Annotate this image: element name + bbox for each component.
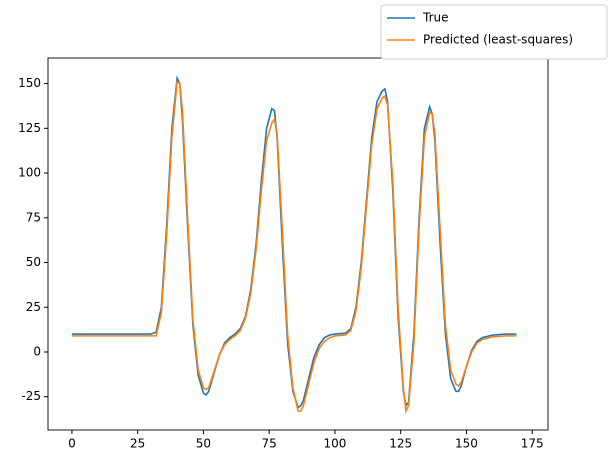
y-tick-label: -25: [21, 389, 41, 403]
y-tick-label: 100: [18, 166, 41, 180]
y-tick-label: 75: [26, 210, 41, 224]
x-tick-label: 175: [521, 437, 544, 451]
line-series: [71, 80, 517, 414]
x-tick-label: 50: [196, 437, 211, 451]
x-tick-label: 125: [389, 437, 412, 451]
legend-label: Predicted (least-squares): [423, 33, 573, 47]
y-tick-label: 25: [26, 300, 41, 314]
x-tick-label: 150: [455, 437, 478, 451]
legend-label: True: [422, 11, 449, 25]
axes-frame: [47, 57, 549, 431]
x-tick-label: 25: [130, 437, 145, 451]
legend-box: [380, 4, 608, 60]
y-tick-label: 150: [18, 76, 41, 90]
y-tick-label: 125: [18, 121, 41, 135]
y-tick-label: 0: [33, 344, 41, 358]
x-tick-label: 100: [324, 437, 347, 451]
y-tick-label: 50: [26, 255, 41, 269]
x-tick-label: 75: [262, 437, 277, 451]
x-tick-label: 0: [68, 437, 76, 451]
